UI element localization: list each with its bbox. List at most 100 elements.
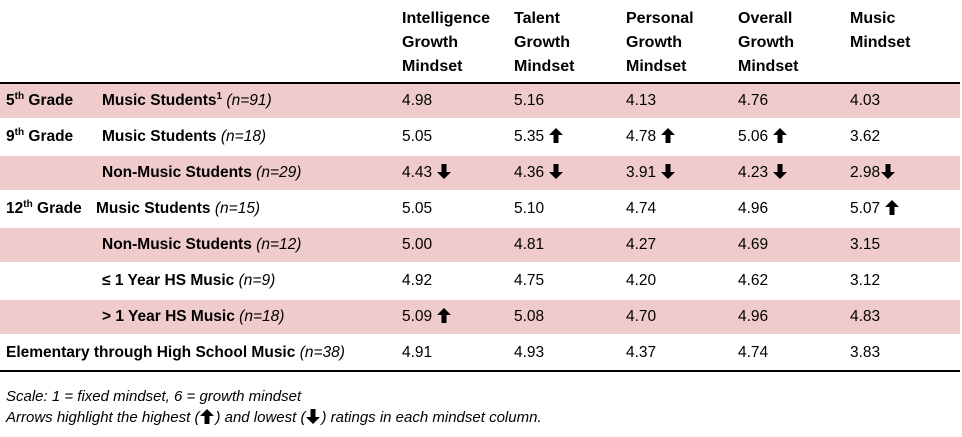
arrow-up-icon: [885, 200, 900, 215]
table-row: Non-Music Students (n=29) 4.43 4.36 3.91 4.2…: [0, 155, 960, 191]
table-row: 9th Grade Music Students (n=18) 5.05 5.35 4.…: [0, 119, 960, 155]
value-cell: 5.05: [396, 191, 508, 227]
value-cell: 4.74: [620, 191, 732, 227]
value-cell: 5.00: [396, 227, 508, 263]
row-group-label: Non-Music Students (n=12): [96, 227, 396, 263]
group-name: Music Students: [96, 200, 211, 217]
grade-ordinal: th: [14, 126, 25, 138]
column-header-line: Mindset: [514, 58, 575, 75]
row-group-label: Non-Music Students (n=29): [96, 155, 396, 191]
value-text: 4.78: [626, 128, 657, 145]
sample-size: (n=12): [256, 236, 302, 253]
value-cell: 5.10: [508, 191, 620, 227]
value-text: 5.06: [738, 128, 769, 145]
column-header-line: Growth: [738, 34, 794, 51]
group-name: Elementary through High School Music: [6, 344, 296, 361]
arrow-note-middle: ) and lowest (: [215, 409, 306, 426]
sample-size: (n=15): [214, 200, 261, 217]
column-header: Personal Growth Mindset: [620, 0, 732, 83]
grade-number: 9: [6, 128, 15, 145]
arrow-down-icon: [437, 164, 452, 179]
sample-size: (n=38): [299, 344, 345, 361]
sample-size: (n=9): [238, 272, 276, 289]
value-text: 3.15: [850, 236, 881, 253]
value-cell: 3.83: [844, 335, 960, 371]
value-text: 5.35: [514, 128, 545, 145]
column-header-line: Talent: [514, 10, 560, 27]
value-cell: 2.98: [844, 155, 960, 191]
grade-ordinal: th: [14, 90, 25, 102]
table-row: > 1 Year HS Music (n=18) 5.09 5.08 4.70 4.96…: [0, 299, 960, 335]
row-grade-label: [0, 299, 96, 335]
value-cell: 4.75: [508, 263, 620, 299]
column-header-line: Overall: [738, 10, 793, 27]
group-name: Music Students: [102, 128, 217, 145]
arrow-note-before: Arrows highlight the highest (: [6, 409, 200, 426]
arrow-up-icon: [437, 308, 452, 323]
group-name: Non-Music Students: [102, 164, 252, 181]
value-text: 3.91: [626, 164, 657, 181]
row-group-label: ≤ 1 Year HS Music (n=9): [96, 263, 396, 299]
value-cell: 5.05: [396, 119, 508, 155]
column-header-line: Growth: [626, 34, 682, 51]
row-group-label: Music Students (n=15): [96, 191, 396, 227]
row-grade-label: [0, 263, 96, 299]
arrow-down-icon: [661, 164, 676, 179]
value-text: 4.75: [514, 272, 545, 289]
value-cell: 4.62: [732, 263, 844, 299]
value-text: 4.20: [626, 272, 657, 289]
value-cell: 4.27: [620, 227, 732, 263]
value-text: 4.74: [738, 344, 769, 361]
column-header-line: Growth: [402, 34, 458, 51]
row-grade-label: 9th Grade: [0, 119, 96, 155]
table-row: Elementary through High School Music (n=…: [0, 335, 960, 371]
value-text: 4.69: [738, 236, 769, 253]
column-header-line: Mindset: [402, 58, 463, 75]
value-text: 4.83: [850, 308, 881, 325]
value-text: 4.62: [738, 272, 769, 289]
table-row: 12th Grade Music Students (n=15) 5.05 5.10 4…: [0, 191, 960, 227]
value-text: 4.76: [738, 92, 769, 109]
table-row: Non-Music Students (n=12) 5.00 4.81 4.27 4.6…: [0, 227, 960, 263]
row-grade-label: 12th Grade: [0, 191, 96, 227]
value-cell: 4.74: [732, 335, 844, 371]
value-text: 4.93: [514, 344, 545, 361]
value-cell: 4.23: [732, 155, 844, 191]
mindset-table-figure: Intelligence Growth Mindset Talent Growth Min…: [0, 0, 960, 426]
arrow-note-after: ) ratings in each mindset column.: [321, 409, 542, 426]
arrow-down-icon: [549, 164, 564, 179]
group-name: ≤ 1 Year HS Music: [102, 272, 235, 289]
row-group-label: Music Students (n=18): [96, 119, 396, 155]
column-header-line: Mindset: [626, 58, 687, 75]
grade-word: Grade: [32, 200, 82, 217]
grade-number: 12: [6, 200, 24, 217]
arrow-up-icon: [773, 128, 788, 143]
value-text: 5.05: [402, 128, 433, 145]
value-text: 4.96: [738, 308, 769, 325]
value-text: 4.43: [402, 164, 433, 181]
value-cell: 4.43: [396, 155, 508, 191]
value-cell: 4.81: [508, 227, 620, 263]
column-header: Talent Growth Mindset: [508, 0, 620, 83]
value-cell: 4.96: [732, 191, 844, 227]
column-header: Music Mindset: [844, 0, 960, 83]
value-cell: 5.07: [844, 191, 960, 227]
header-empty-grade: [0, 0, 96, 83]
value-text: 4.81: [514, 236, 545, 253]
value-cell: 5.16: [508, 83, 620, 119]
value-text: 4.74: [626, 200, 657, 217]
arrow-up-icon: [549, 128, 564, 143]
value-cell: 4.70: [620, 299, 732, 335]
value-text: 5.07: [850, 200, 881, 217]
value-cell: 3.12: [844, 263, 960, 299]
value-cell: 4.20: [620, 263, 732, 299]
value-text: 5.16: [514, 92, 545, 109]
row-group-label: > 1 Year HS Music (n=18): [96, 299, 396, 335]
value-text: 4.13: [626, 92, 657, 109]
value-cell: 5.08: [508, 299, 620, 335]
value-text: 5.05: [402, 200, 433, 217]
value-cell: 4.91: [396, 335, 508, 371]
value-text: 5.08: [514, 308, 545, 325]
value-text: 4.98: [402, 92, 433, 109]
grade-word: Grade: [24, 92, 74, 109]
